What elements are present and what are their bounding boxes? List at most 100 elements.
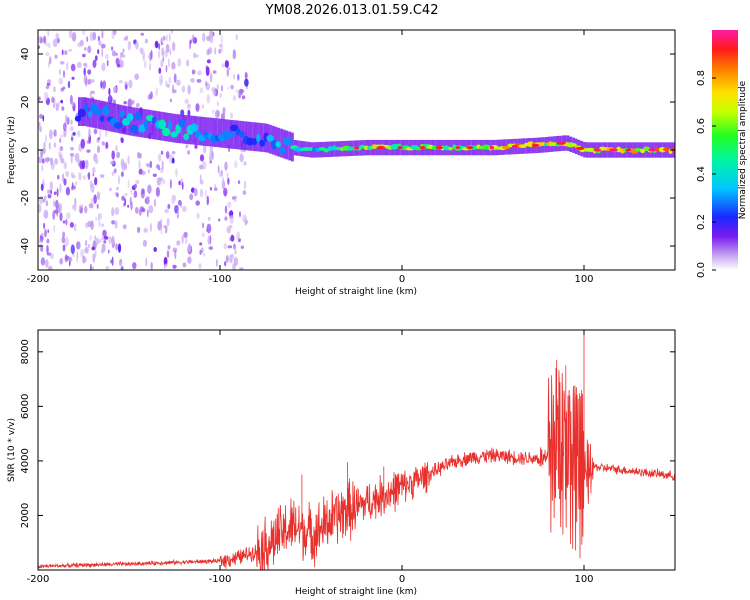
- spectrogram-noise-speck: [63, 128, 67, 138]
- spectrogram-noise-speck: [240, 245, 245, 249]
- spectrogram-noise-speck: [161, 160, 164, 171]
- spectrogram-noise-speck: [165, 64, 168, 73]
- spectrogram-noise-speck: [224, 161, 228, 171]
- spectrogram-band-blob: [183, 133, 190, 141]
- spectrogram-noise-speck: [68, 256, 73, 262]
- x-tick-label: 100: [574, 274, 593, 285]
- spectrogram-noise-speck: [59, 68, 61, 75]
- spectrogram-noise-speck: [157, 153, 162, 162]
- spectrogram-noise-speck: [108, 87, 111, 96]
- spectrogram-noise-speck: [70, 155, 73, 164]
- spectrogram-noise-speck: [230, 234, 235, 242]
- spectrogram-noise-speck: [118, 258, 123, 267]
- spectrogram-noise-speck: [181, 85, 186, 93]
- spectrogram-noise-speck: [202, 32, 206, 42]
- spectrogram-noise-speck: [62, 122, 67, 131]
- spectrogram-noise-speck: [149, 51, 152, 62]
- spectrogram-noise-speck: [149, 62, 152, 71]
- spectrogram-band-halo: [86, 97, 89, 127]
- spectrogram-noise-speck: [81, 203, 83, 214]
- spectrogram-noise-speck: [239, 267, 244, 270]
- spectrogram-noise-speck: [115, 243, 119, 251]
- spectrogram-noise-speck: [212, 89, 217, 97]
- spectrogram-noise-speck: [84, 159, 89, 170]
- spectrogram-noise-speck: [89, 180, 93, 188]
- spectrogram-noise-speck: [71, 32, 77, 42]
- spectrogram-noise-speck: [173, 73, 177, 83]
- spectrogram-noise-speck: [215, 258, 218, 268]
- spectrogram-noise-speck: [166, 34, 168, 42]
- spectrogram-noise-speck: [91, 266, 94, 270]
- spectrogram-noise-speck: [59, 154, 61, 159]
- spectrogram-noise-speck: [234, 249, 237, 255]
- spectrogram-noise-speck: [90, 220, 94, 231]
- spectrogram-noise-speck: [224, 261, 227, 267]
- spectrogram-noise-speck: [233, 73, 236, 80]
- spectrogram-band-blob: [77, 108, 87, 118]
- spectrogram-noise-speck: [117, 175, 120, 185]
- spectrogram-noise-speck: [164, 208, 169, 214]
- spectrogram-noise-speck: [206, 223, 212, 234]
- spectrogram-band-blob: [178, 119, 186, 128]
- spectrogram-noise-speck: [43, 222, 46, 229]
- spectrogram-noise-speck: [61, 106, 65, 111]
- spectrogram-noise-speck: [239, 211, 241, 218]
- spectrogram-band-halo: [119, 104, 122, 134]
- spectrogram-noise-speck: [242, 214, 247, 223]
- spectrogram-noise-speck: [103, 240, 107, 244]
- spectrogram-noise-speck: [235, 89, 238, 93]
- spectrogram-noise-speck: [80, 138, 86, 149]
- spectrogram-noise-speck: [243, 161, 247, 166]
- spectrogram-noise-speck: [135, 102, 140, 108]
- spectrogram-noise-speck: [78, 172, 82, 181]
- spectrogram-band-peak: [466, 146, 474, 150]
- spectrogram-band-blob: [266, 134, 275, 142]
- spectrogram-band-peak: [593, 148, 601, 152]
- spectrogram-noise-speck: [63, 161, 67, 170]
- spectrogram-noise-speck: [47, 265, 53, 270]
- spectrogram-noise-speck: [160, 37, 163, 46]
- spectrogram-noise-speck: [101, 47, 103, 58]
- spectrogram-noise-speck: [76, 130, 81, 138]
- spectrogram-noise-speck: [84, 47, 87, 51]
- spectrogram-noise-speck: [167, 58, 170, 68]
- spectrogram-noise-speck: [95, 237, 99, 246]
- spectrogram-noise-speck: [38, 122, 41, 129]
- spectrogram-noise-speck: [101, 223, 104, 227]
- spectrogram-noise-speck: [111, 171, 115, 176]
- spectrogram-noise-speck: [220, 169, 223, 177]
- y-tick-label: 4000: [20, 448, 31, 473]
- spectrogram-band-halo: [282, 129, 286, 159]
- spectrogram-noise-speck: [83, 67, 86, 76]
- spectrogram-noise-speck: [116, 151, 120, 159]
- spectrogram-noise-speck: [97, 137, 100, 141]
- spectrogram-noise-speck: [201, 232, 206, 238]
- spectrogram-noise-speck: [211, 150, 214, 160]
- x-tick-label: 0: [399, 574, 405, 585]
- spectrogram-band-blob: [259, 139, 266, 147]
- spectrogram-noise-speck: [154, 198, 156, 208]
- spectrogram-band-blob: [94, 108, 102, 116]
- spectrogram-band-halo: [260, 123, 264, 152]
- spectrogram-band-blob: [471, 145, 478, 150]
- spectrogram-noise-speck: [46, 238, 50, 244]
- colorbar-tick-label: 0.0: [696, 262, 707, 278]
- spectrogram-noise-speck: [219, 43, 222, 48]
- spectrogram-band-blob: [288, 136, 293, 146]
- colorbar-tick-label: 0.8: [696, 70, 707, 86]
- spectrogram-band-blob: [235, 128, 241, 136]
- spectrogram-noise-speck: [165, 151, 170, 159]
- spectrogram-noise-speck: [92, 59, 97, 68]
- spectrogram-noise-speck: [110, 160, 115, 165]
- spectrogram-noise-speck: [194, 144, 198, 149]
- spectrogram-noise-speck: [139, 206, 145, 212]
- spectrogram-noise-speck: [205, 66, 210, 76]
- spectrogram-noise-speck: [101, 235, 105, 241]
- spectrogram-noise-speck: [231, 253, 235, 259]
- spectrogram-noise-speck: [44, 259, 49, 268]
- spectrogram-noise-speck: [74, 223, 77, 232]
- spectrogram-noise-speck: [193, 52, 197, 59]
- spectrogram-noise-speck: [222, 176, 225, 186]
- spectrogram-noise-speck: [40, 183, 44, 191]
- spectrogram-noise-speck: [72, 132, 76, 136]
